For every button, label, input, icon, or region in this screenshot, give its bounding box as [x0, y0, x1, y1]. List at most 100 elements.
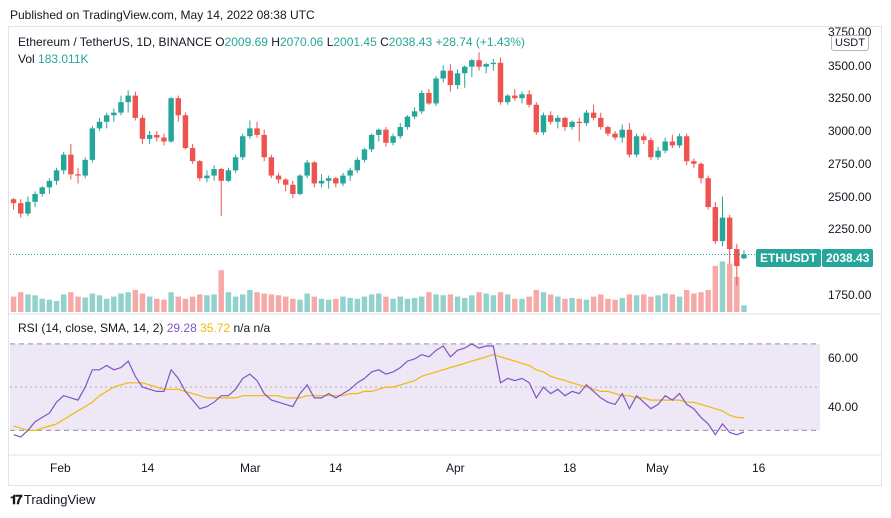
rsi-tick: 40.00 [828, 400, 859, 414]
candle-body [433, 78, 439, 104]
candle-body [483, 64, 489, 67]
volume-bar [268, 294, 275, 312]
open-label: O [215, 35, 225, 49]
volume-bar [89, 293, 96, 312]
candle-body [612, 133, 618, 138]
volume-bar [469, 295, 475, 312]
published-header: Published on TradingView.com, May 14, 20… [10, 8, 315, 22]
candle-body [268, 157, 275, 176]
volume-bar [698, 292, 704, 312]
candle-body [590, 112, 597, 118]
volume-bar [204, 295, 210, 312]
candle-body [247, 128, 253, 137]
rsi-label[interactable]: RSI (14, close, SMA, 14, 2) [18, 321, 164, 335]
candle-body [118, 102, 124, 113]
price-tick: 2500.00 [828, 190, 872, 204]
candle-body [46, 180, 53, 188]
candle-body [290, 184, 296, 194]
volume-bar [311, 296, 318, 312]
volume-bar [60, 294, 67, 312]
candle-body [669, 141, 676, 146]
candle-body [275, 175, 282, 180]
symbol-title[interactable]: Ethereum / TetherUS, 1D, BINANCE [18, 35, 212, 49]
candle-body [340, 175, 346, 184]
candle-body [734, 249, 740, 267]
candle-body [712, 207, 719, 242]
volume-bar [712, 265, 719, 312]
candle-body [240, 136, 246, 158]
volume-bar [598, 294, 604, 312]
candle-body [103, 115, 110, 122]
volume-bar [562, 298, 568, 312]
volume-bar [18, 292, 24, 312]
tradingview-logo[interactable]: 𝟏𝟕 TradingView [10, 492, 95, 508]
last-price-tag: 2038.43 [822, 249, 874, 267]
candle-body [512, 95, 518, 99]
candle-body [297, 175, 303, 194]
volume-bar [182, 298, 189, 312]
volume-bar [476, 292, 482, 312]
candle-body [497, 62, 504, 103]
candle-body [598, 117, 604, 128]
volume-bar [619, 297, 625, 312]
candle-body [111, 112, 117, 116]
change-value: +28.74 (+1.43%) [435, 35, 525, 49]
candle-body [641, 136, 647, 141]
candle-body [139, 117, 146, 139]
candle-body [175, 98, 181, 116]
volume-bar [111, 296, 117, 312]
tradingview-logo-icon: 𝟏𝟕 [10, 492, 23, 507]
volume-bar [440, 295, 446, 312]
volume-bar [376, 293, 382, 312]
candle-body [655, 150, 661, 158]
rsi-line [13, 343, 745, 438]
candle-body [261, 134, 267, 158]
time-tick: Mar [240, 461, 261, 475]
volume-bar [383, 296, 389, 312]
volume-bar [282, 296, 289, 312]
candle-body [282, 179, 289, 185]
candle-body [39, 187, 45, 194]
candle-body [68, 154, 74, 175]
rsi-value: 29.28 [166, 321, 197, 335]
candle-body [154, 134, 160, 138]
candle-body [454, 73, 461, 86]
volume-bar [705, 290, 711, 312]
candle-body [304, 162, 310, 176]
candle-body [225, 170, 232, 181]
volume-bar [512, 298, 518, 312]
time-tick: 18 [563, 461, 577, 475]
price-tick: 3250.00 [828, 91, 872, 105]
volume-bar [318, 298, 325, 312]
volume-bar [10, 296, 17, 312]
symbol-price-tag: ETHUSDT [756, 249, 821, 267]
volume-bar [290, 298, 296, 312]
currency-badge[interactable]: USDT [831, 35, 869, 51]
candle-body [547, 115, 554, 122]
candle-body [469, 60, 475, 67]
volume-bar [483, 293, 489, 312]
volume-bar [254, 292, 260, 312]
candle-body [540, 115, 547, 133]
candle-body [447, 70, 454, 86]
volume-legend: Vol 183.011K [18, 52, 89, 66]
rsi-na-2: n/a [253, 321, 271, 335]
candle-body [705, 178, 711, 208]
price-tick: 2750.00 [828, 157, 872, 171]
candle-body [182, 115, 189, 149]
volume-bar [626, 294, 633, 312]
candle-body [476, 60, 482, 67]
volume-bar [633, 295, 640, 312]
volume-bar [68, 292, 74, 312]
volume-bar [490, 295, 497, 312]
volume-bar [218, 270, 224, 312]
candle-body [132, 95, 139, 118]
candle-body [576, 121, 582, 124]
high-label: H [271, 35, 280, 49]
volume-bar [555, 296, 561, 312]
rsi-tick: 60.00 [828, 351, 859, 365]
volume-bar [347, 297, 353, 312]
candle-body [146, 134, 153, 139]
candle-body [562, 117, 568, 128]
